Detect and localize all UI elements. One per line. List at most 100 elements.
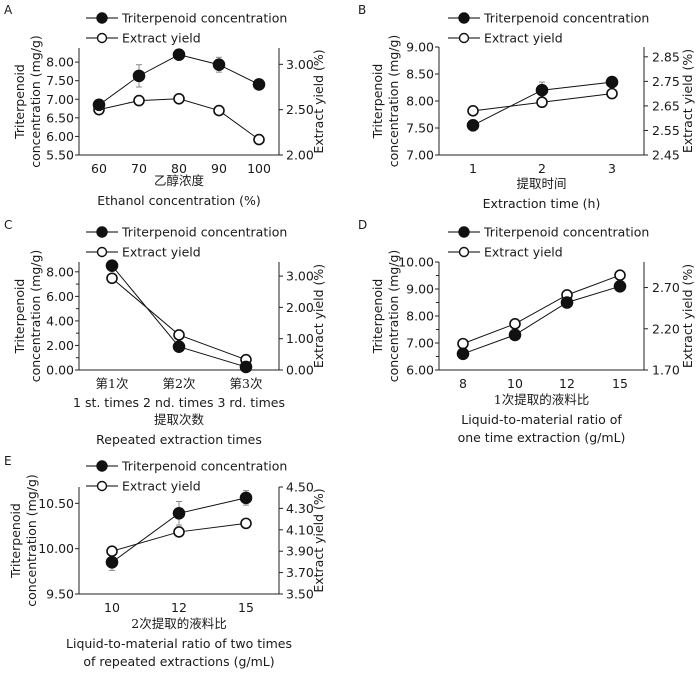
right-tick-label: 2.00	[286, 148, 314, 163]
x-tick-label: 3	[608, 161, 616, 176]
legend-marker-open	[96, 480, 108, 492]
right-tick-label: 2.55	[652, 123, 680, 138]
legend-label: Triterpenoid concentration	[483, 11, 649, 26]
left-tick-label: 8.50	[406, 67, 434, 82]
left-axis-title: Triterpenoid	[370, 64, 385, 140]
left-tick-label: 10.00	[38, 541, 74, 556]
left-tick-label: 7.00	[406, 336, 434, 351]
right-tick-label: 3.00	[286, 269, 314, 284]
data-point-triterpenoid	[239, 360, 253, 374]
left-axis-title: concentration (mg/g)	[386, 35, 401, 168]
data-point-triterpenoid	[92, 98, 106, 112]
x-tick-label: 12	[171, 600, 187, 615]
right-tick-label: 2.00	[286, 300, 314, 315]
right-tick-label: 2.70	[652, 280, 680, 295]
panel-b: B 7.00 7.50 8.00 8.50 9.00 2.45 2.55 2.65 2.75 2.8…	[358, 3, 695, 211]
x-axis-title: of repeated extractions (g/mL)	[83, 654, 274, 669]
data-point-triterpenoid	[535, 83, 549, 97]
left-tick-label: 9.50	[46, 587, 74, 602]
left-tick-label: 4.00	[46, 313, 74, 328]
right-tick-label: 2.20	[652, 321, 680, 336]
data-point-yield	[467, 105, 479, 117]
x-tick-label: 80	[171, 161, 187, 176]
data-point-yield	[106, 272, 118, 285]
x-axis-title: Repeated extraction times	[96, 432, 262, 447]
panel-label: E	[4, 454, 12, 468]
panel-c: C 0.00 2.00 4.00 6.00 8.00 0.00 1.00 2.00 3.00 第1次…	[4, 218, 326, 447]
data-point-yield	[614, 269, 626, 281]
x-tick-label: 100	[247, 161, 271, 176]
right-tick-label: 3.70	[286, 565, 314, 580]
x-tick-label: 60	[91, 161, 107, 176]
x-tick-label: 1	[469, 161, 477, 176]
data-point-yield	[173, 92, 185, 105]
data-point-yield	[173, 329, 185, 341]
left-axis-title: Triterpenoid	[370, 279, 385, 355]
panel-label: C	[4, 218, 12, 232]
data-point-yield	[173, 526, 185, 538]
left-tick-label: 5.50	[46, 148, 74, 163]
legend-label: Extract yield	[484, 31, 563, 46]
right-tick-label: 4.10	[286, 522, 314, 537]
left-axis-title: concentration (mg/g)	[24, 474, 39, 607]
left-tick-label: 7.50	[46, 73, 74, 88]
legend-label: Extract yield	[122, 245, 201, 260]
data-point-yield	[536, 96, 548, 109]
left-tick-label: 10.50	[38, 496, 74, 511]
data-point-triterpenoid	[172, 506, 186, 520]
right-axis-title: Extract yield (%)	[311, 49, 326, 153]
left-axis-title: Triterpenoid	[8, 503, 23, 579]
x-axis-title-cn: 2次提取的液料比	[131, 616, 226, 631]
panel-label: D	[358, 218, 367, 232]
data-point-yield	[509, 318, 521, 330]
data-point-triterpenoid	[132, 69, 146, 83]
x-tick-label-en: 1 st. times 2 nd. times 3 rd. times	[73, 395, 285, 410]
legend-label: Triterpenoid concentration	[121, 225, 287, 240]
left-tick-label: 6.00	[406, 363, 434, 378]
data-point-yield	[106, 545, 118, 558]
x-tick-label: 15	[238, 600, 254, 615]
right-tick-label: 1.70	[652, 363, 680, 378]
series-line-triterpenoid	[462, 285, 621, 355]
right-tick-label: 2.50	[286, 102, 314, 117]
right-tick-label: 2.45	[652, 148, 680, 163]
x-axis-title-cn: 乙醇浓度	[154, 173, 205, 188]
x-axis-title: one time extraction (g/mL)	[458, 430, 626, 445]
data-point-triterpenoid	[560, 296, 574, 309]
x-axis-title: Liquid-to-material ratio of	[461, 412, 622, 427]
data-point-triterpenoid	[172, 48, 186, 61]
left-tick-label: 8.00	[46, 264, 74, 279]
legend-marker-open	[458, 32, 470, 44]
legend-marker-filled	[96, 12, 108, 24]
left-axis-title: concentration (mg/g)	[28, 35, 43, 168]
x-tick-label: 10	[507, 376, 523, 391]
left-axis-title: Triterpenoid	[12, 64, 27, 140]
data-point-triterpenoid	[212, 58, 226, 72]
right-tick-label: 2.85	[652, 49, 680, 64]
legend-label: Extract yield	[122, 479, 201, 494]
right-axis-title: Extract yield (%)	[311, 488, 326, 592]
x-axis-title-cn: 提取时间	[516, 176, 566, 191]
right-axis-title: Extract yield (%)	[680, 49, 695, 153]
legend-marker-open	[96, 246, 108, 258]
left-tick-label: 6.00	[46, 289, 74, 304]
left-tick-label: 8.00	[406, 309, 434, 324]
data-point-yield	[213, 104, 225, 117]
legend-label: Triterpenoid concentration	[483, 225, 649, 240]
x-axis-title: Ethanol concentration (%)	[97, 193, 261, 208]
panel-e: E 9.50 10.00 10.50 3.50 3.70 3.90 4.10 4.30 4.50 1…	[4, 454, 326, 669]
x-tick-label: 90	[211, 161, 227, 176]
right-tick-label: 3.50	[286, 587, 314, 602]
legend-marker-filled	[96, 226, 108, 238]
left-tick-label: 7.00	[46, 92, 74, 107]
x-tick-label: 2	[538, 161, 546, 176]
x-axis-title-cn: 1次提取的液料比	[494, 392, 589, 407]
right-axis-title: Extract yield (%)	[311, 264, 326, 368]
left-tick-label: 7.00	[406, 148, 434, 163]
legend-label: Extract yield	[122, 31, 201, 46]
right-tick-label: 4.50	[286, 480, 314, 495]
x-tick-label: 10	[104, 600, 120, 615]
left-tick-label: 9.00	[406, 282, 434, 297]
legend-marker-filled	[96, 460, 108, 472]
